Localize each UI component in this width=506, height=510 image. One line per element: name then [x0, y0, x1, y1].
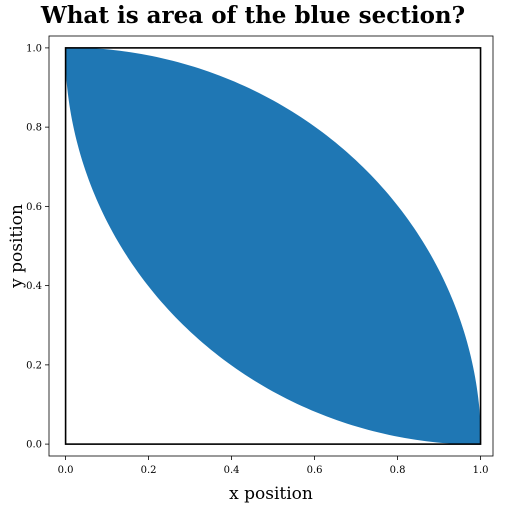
y-tick-label: 0.8: [26, 123, 42, 134]
axes-frame: [48, 35, 494, 457]
x-tick-label: 0.8: [390, 465, 406, 476]
plot-area: 0.0 0.2 0.4 0.6 0.8 1.0 0.0 0.2 0.4 0.6 0.8 1.0: [26, 35, 494, 476]
x-axis-label: x position: [229, 484, 313, 504]
chart-title: What is area of the blue section?: [40, 2, 466, 29]
x-tick-label: 0.4: [224, 465, 240, 476]
blue-region: [65, 47, 482, 445]
y-tick-label: 1.0: [26, 43, 42, 54]
x-tick-label: 0.6: [307, 465, 323, 476]
y-tick-label: 0.6: [26, 202, 42, 213]
y-axis-label: y position: [7, 204, 27, 289]
y-tick-label: 0.4: [26, 281, 42, 292]
x-tick-label: 0.2: [141, 465, 157, 476]
y-tick-label: 0.2: [26, 360, 42, 371]
x-tick-label: 0.0: [58, 465, 74, 476]
unit-square-outline: [64, 47, 482, 445]
x-tick-label: 1.0: [473, 465, 489, 476]
y-tick-label: 0.0: [26, 440, 42, 451]
